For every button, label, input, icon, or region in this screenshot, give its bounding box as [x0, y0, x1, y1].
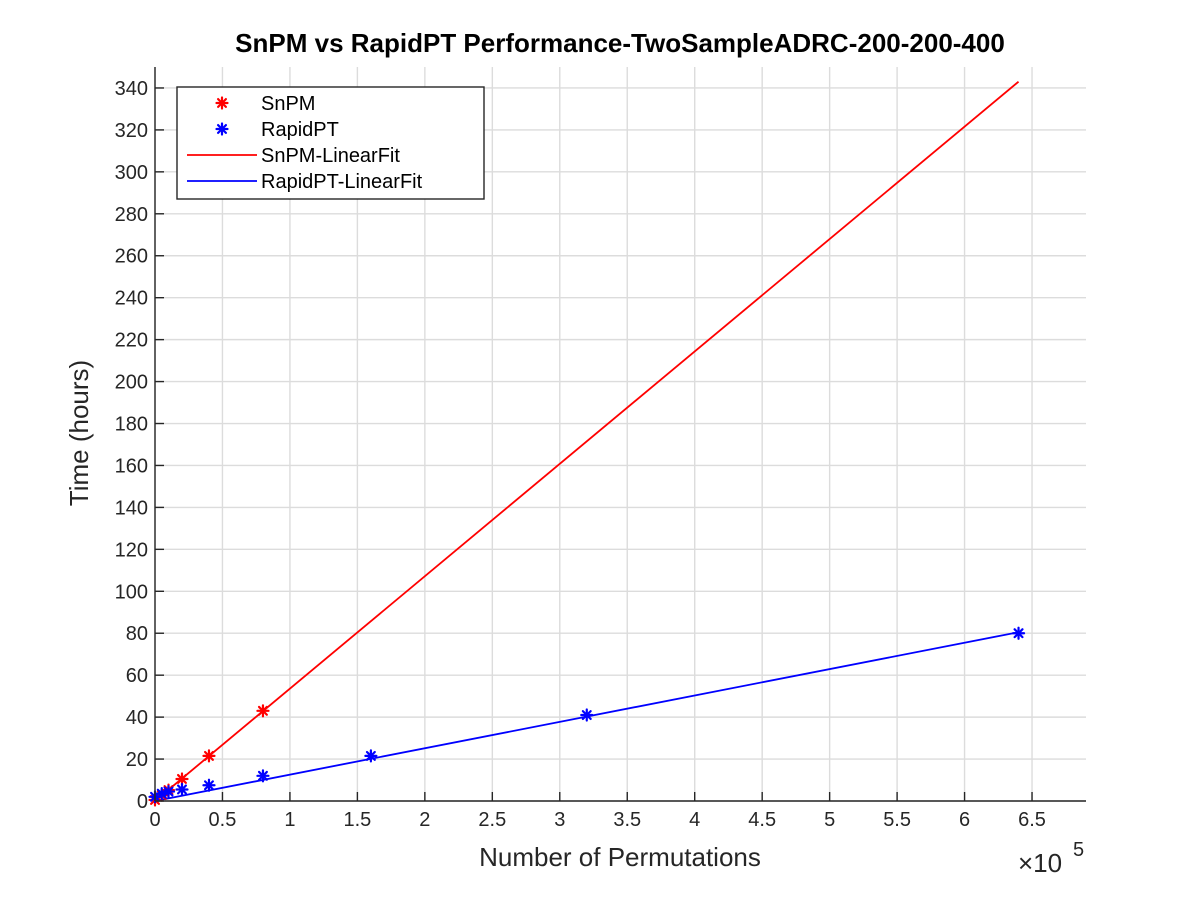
y-tick-label: 340: [115, 78, 148, 100]
data-point-rapidpt: [256, 769, 270, 783]
x-axis-label: Number of Permutations: [479, 842, 761, 872]
data-point-snpm: [256, 704, 270, 718]
y-tick-label: 100: [115, 581, 148, 603]
data-point-rapidpt: [1011, 626, 1026, 640]
x-tick-label: 2.5: [478, 809, 506, 831]
x-axis-exponent: ×10 5: [1018, 839, 1084, 878]
legend-marker-rapidpt: [215, 122, 229, 136]
y-tick-label: 80: [126, 623, 148, 645]
x-tick-label: 1.5: [343, 809, 371, 831]
x-exponent-base: ×10: [1018, 848, 1062, 878]
y-tick-label: 300: [115, 162, 148, 184]
data-point-rapidpt: [580, 708, 594, 722]
y-tick-label: 160: [115, 455, 148, 477]
series-line-snpm-linearfit: [154, 80, 1020, 802]
y-tick-label: 20: [126, 749, 148, 771]
y-tick-label: 0: [137, 791, 148, 813]
axes: [154, 67, 1086, 802]
legend-entry-label: RapidPT-LinearFit: [261, 171, 423, 193]
data-point-rapidpt: [161, 784, 176, 799]
x-tick-label: 2: [419, 809, 430, 831]
x-tick-label: 4.5: [748, 809, 776, 831]
data-point-rapidpt: [202, 778, 216, 792]
legend-marker-snpm: [215, 96, 229, 110]
y-tick-label: 40: [126, 707, 148, 729]
x-tick-label: 6.5: [1018, 809, 1046, 831]
y-axis-label: Time (hours): [64, 360, 94, 506]
x-tick-label: 0: [149, 809, 160, 831]
ticks: 0 0.5 1 1.5 2 2.5 3 3.5 4 4.5 5 5.5 6 6.5 0 20 40 60 80 100…: [115, 78, 1046, 831]
data-point-snpm: [175, 772, 189, 786]
legend: SnPM RapidPT SnPM-LinearFit RapidPT-LinearF…: [176, 86, 485, 200]
y-tick-label: 220: [115, 330, 148, 352]
x-tick-label: 0.5: [209, 809, 237, 831]
y-tick-label: 140: [115, 497, 148, 519]
y-tick-label: 120: [115, 539, 148, 561]
data-point-snpm: [202, 749, 216, 763]
x-tick-label: 3.5: [613, 809, 641, 831]
legend-entry-label: SnPM-LinearFit: [261, 145, 400, 167]
chart-title: SnPM vs RapidPT Performance-TwoSampleADR…: [235, 28, 1005, 58]
y-tick-label: 320: [115, 120, 148, 142]
x-tick-label: 5.5: [883, 809, 911, 831]
grid: [154, 67, 1086, 802]
data-markers: [148, 626, 1026, 807]
y-tick-label: 240: [115, 288, 148, 310]
legend-entry-label: SnPM: [261, 93, 315, 115]
x-tick-label: 4: [689, 809, 700, 831]
legend-entry-label: RapidPT: [261, 119, 339, 141]
y-tick-label: 180: [115, 414, 148, 436]
y-tick-label: 280: [115, 204, 148, 226]
x-tick-label: 6: [959, 809, 970, 831]
x-exponent-power: 5: [1073, 839, 1084, 861]
y-tick-label: 60: [126, 665, 148, 687]
x-tick-label: 5: [824, 809, 835, 831]
data-point-rapidpt: [175, 782, 189, 797]
x-tick-label: 1: [284, 809, 295, 831]
data-point-rapidpt: [364, 749, 378, 763]
x-tick-label: 3: [554, 809, 565, 831]
y-tick-label: 200: [115, 372, 148, 394]
y-tick-label: 260: [115, 246, 148, 268]
